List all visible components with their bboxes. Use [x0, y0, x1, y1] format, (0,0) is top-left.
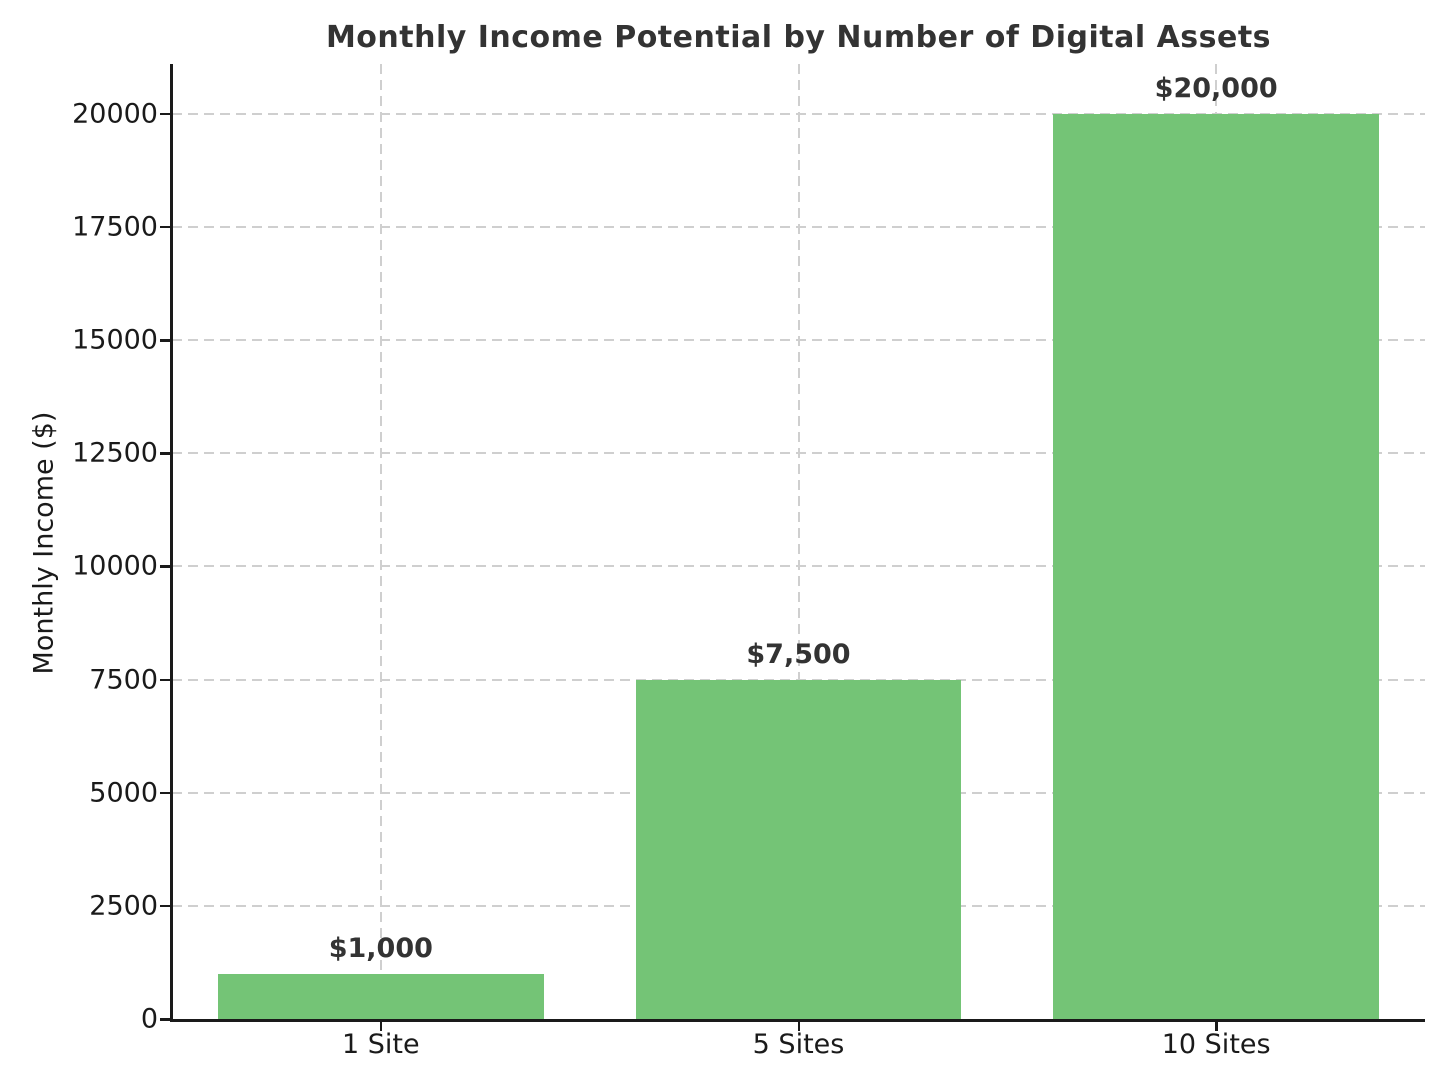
y-tick-label: 0 — [140, 1003, 158, 1035]
y-tick-label: 2500 — [89, 890, 158, 922]
x-tick-mark — [797, 1022, 800, 1031]
vertical-gridline — [379, 64, 382, 1019]
bar-value-label: $1,000 — [328, 932, 433, 964]
ticks-layer — [160, 64, 1425, 1031]
y-tick-label: 5000 — [89, 777, 158, 809]
x-tick-label: 10 Sites — [1161, 1029, 1271, 1060]
x-tick-mark — [1215, 1022, 1218, 1031]
bar-1-site — [217, 973, 544, 1019]
y-tick-mark — [160, 225, 170, 229]
x-tick-label: 5 Sites — [752, 1029, 845, 1060]
y-tick-label: 20000 — [72, 98, 158, 130]
x-tick-mark — [379, 1022, 383, 1031]
x-axis-spine — [170, 1019, 1425, 1022]
y-tick-mark — [160, 339, 170, 342]
bars-layer: $1,000 $7,500 $20,000 — [172, 64, 1425, 1019]
chart-title: Monthly Income Potential by Number of Di… — [325, 20, 1272, 55]
y-tick-mark — [160, 112, 170, 116]
y-tick-label: 7500 — [89, 664, 158, 696]
x-tick-label: 1 Site — [342, 1029, 420, 1060]
bar-value-label: $20,000 — [1154, 72, 1278, 104]
y-tick-mark — [160, 452, 170, 455]
y-axis-spine — [170, 64, 173, 1019]
bar-5-sites — [635, 679, 962, 1019]
y-tick-mark — [160, 904, 170, 908]
y-tick-mark — [160, 565, 170, 568]
y-axis-label: Monthly Income ($) — [28, 411, 60, 675]
bar-10-sites — [1053, 113, 1380, 1019]
y-tick-mark — [160, 678, 170, 682]
bar-value-label: $7,500 — [746, 638, 851, 670]
y-tick-label: 12500 — [72, 437, 158, 469]
y-tick-label: 17500 — [72, 211, 158, 243]
vertical-gridline — [797, 64, 800, 1019]
plot-area: $1,000 $7,500 $20,000 — [160, 64, 1425, 1031]
y-tick-label: 10000 — [72, 550, 158, 582]
y-tick-mark — [160, 791, 170, 795]
y-tick-label: 15000 — [72, 324, 158, 356]
y-tick-mark — [160, 1018, 170, 1021]
